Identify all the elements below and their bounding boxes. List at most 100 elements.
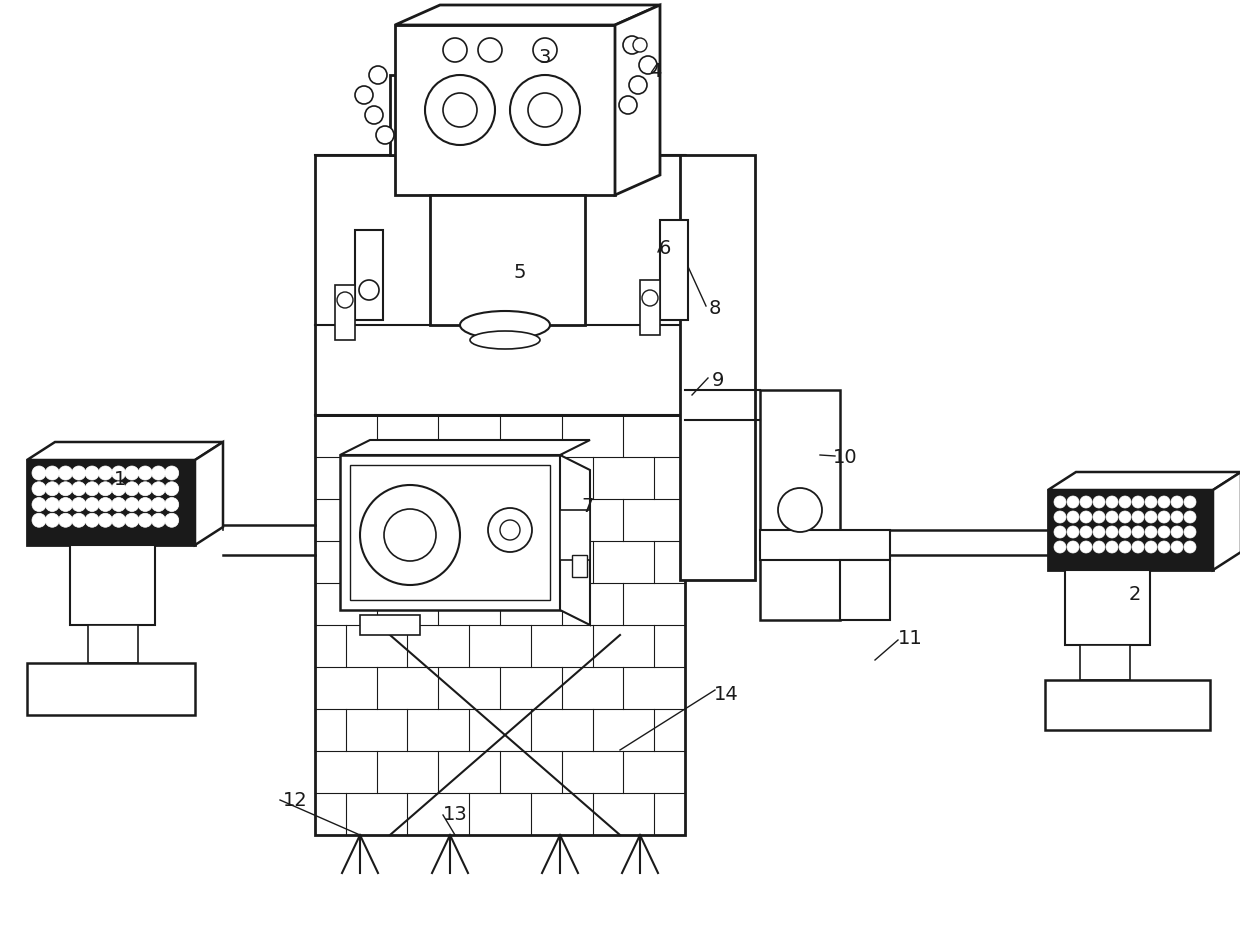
Circle shape bbox=[337, 292, 353, 308]
Polygon shape bbox=[560, 455, 590, 625]
Circle shape bbox=[86, 482, 99, 496]
Circle shape bbox=[32, 514, 46, 527]
Circle shape bbox=[1132, 511, 1145, 523]
Circle shape bbox=[360, 485, 460, 585]
Circle shape bbox=[1106, 526, 1118, 538]
Circle shape bbox=[639, 56, 657, 74]
Bar bbox=[1080, 645, 1130, 680]
Circle shape bbox=[425, 75, 495, 145]
Bar bbox=[560, 510, 590, 560]
Polygon shape bbox=[195, 442, 223, 545]
Text: 11: 11 bbox=[898, 628, 923, 647]
Bar bbox=[572, 555, 587, 577]
Circle shape bbox=[32, 482, 46, 496]
Circle shape bbox=[1184, 496, 1197, 508]
Circle shape bbox=[86, 466, 99, 480]
Circle shape bbox=[1145, 526, 1157, 538]
Bar bbox=[396, 25, 615, 195]
Circle shape bbox=[1106, 511, 1118, 523]
Circle shape bbox=[489, 508, 532, 552]
Circle shape bbox=[46, 466, 60, 480]
Circle shape bbox=[1080, 541, 1092, 553]
Circle shape bbox=[98, 514, 113, 527]
Circle shape bbox=[138, 466, 153, 480]
Circle shape bbox=[528, 93, 562, 127]
Bar bbox=[430, 195, 585, 325]
Circle shape bbox=[98, 498, 113, 512]
Circle shape bbox=[72, 498, 86, 512]
Circle shape bbox=[1054, 541, 1066, 553]
Circle shape bbox=[1132, 541, 1145, 553]
Circle shape bbox=[125, 482, 139, 496]
Circle shape bbox=[1118, 541, 1131, 553]
Circle shape bbox=[477, 38, 502, 62]
Bar bbox=[340, 455, 560, 610]
Circle shape bbox=[1118, 526, 1131, 538]
Circle shape bbox=[112, 498, 125, 512]
Circle shape bbox=[777, 488, 822, 532]
Circle shape bbox=[1080, 526, 1092, 538]
Circle shape bbox=[1145, 496, 1157, 508]
Circle shape bbox=[98, 482, 113, 496]
Circle shape bbox=[1171, 511, 1183, 523]
Bar bbox=[760, 390, 839, 620]
Text: 6: 6 bbox=[658, 238, 671, 257]
Circle shape bbox=[151, 466, 165, 480]
Circle shape bbox=[384, 509, 436, 561]
Circle shape bbox=[360, 280, 379, 300]
Circle shape bbox=[443, 38, 467, 62]
Circle shape bbox=[1080, 511, 1092, 523]
Circle shape bbox=[1132, 496, 1145, 508]
Circle shape bbox=[151, 514, 165, 527]
Circle shape bbox=[1066, 496, 1079, 508]
Circle shape bbox=[151, 482, 165, 496]
Polygon shape bbox=[27, 442, 223, 460]
Circle shape bbox=[32, 498, 46, 512]
Text: 14: 14 bbox=[714, 686, 738, 705]
Bar bbox=[355, 230, 383, 320]
Circle shape bbox=[1145, 511, 1157, 523]
Circle shape bbox=[1106, 541, 1118, 553]
Circle shape bbox=[1184, 526, 1197, 538]
Circle shape bbox=[1066, 526, 1079, 538]
Circle shape bbox=[1132, 526, 1145, 538]
Text: 13: 13 bbox=[443, 805, 467, 825]
Polygon shape bbox=[396, 5, 660, 25]
Text: 2: 2 bbox=[1128, 586, 1141, 604]
Circle shape bbox=[165, 514, 179, 527]
Circle shape bbox=[1158, 541, 1171, 553]
Bar bbox=[391, 75, 615, 155]
Circle shape bbox=[86, 514, 99, 527]
Circle shape bbox=[1092, 541, 1105, 553]
Circle shape bbox=[125, 514, 139, 527]
Bar bbox=[69, 545, 155, 625]
Circle shape bbox=[1118, 496, 1131, 508]
Circle shape bbox=[376, 126, 394, 144]
Circle shape bbox=[629, 76, 647, 94]
Circle shape bbox=[1158, 496, 1171, 508]
Bar bbox=[335, 285, 355, 340]
Circle shape bbox=[58, 498, 73, 512]
Circle shape bbox=[500, 520, 520, 540]
Circle shape bbox=[72, 482, 86, 496]
Circle shape bbox=[1054, 526, 1066, 538]
Bar bbox=[1045, 680, 1210, 730]
Circle shape bbox=[1106, 496, 1118, 508]
Bar bbox=[660, 220, 688, 320]
Circle shape bbox=[642, 290, 658, 306]
Circle shape bbox=[46, 514, 60, 527]
Circle shape bbox=[165, 498, 179, 512]
Polygon shape bbox=[615, 5, 660, 195]
Bar bbox=[839, 560, 890, 620]
Circle shape bbox=[1092, 496, 1105, 508]
Circle shape bbox=[32, 466, 46, 480]
Circle shape bbox=[58, 466, 73, 480]
Circle shape bbox=[86, 498, 99, 512]
Circle shape bbox=[138, 514, 153, 527]
Circle shape bbox=[72, 466, 86, 480]
Text: 5: 5 bbox=[513, 262, 526, 282]
Circle shape bbox=[1066, 541, 1079, 553]
Circle shape bbox=[165, 466, 179, 480]
Circle shape bbox=[1145, 541, 1157, 553]
Circle shape bbox=[1184, 511, 1197, 523]
